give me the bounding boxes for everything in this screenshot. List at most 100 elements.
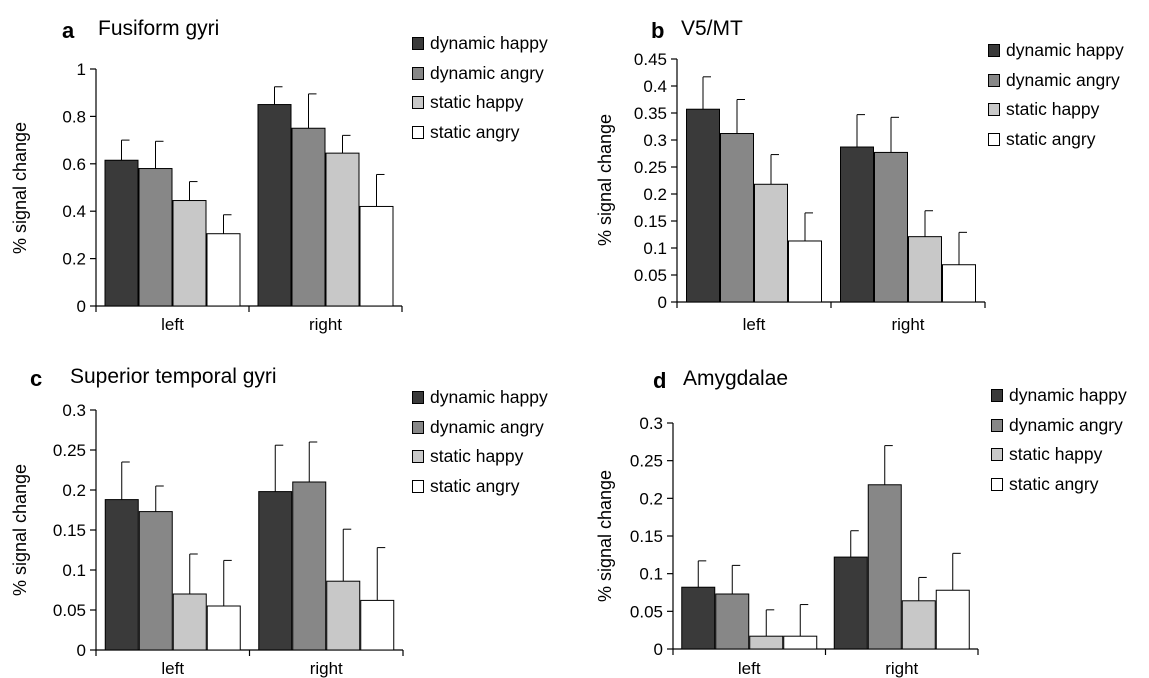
legend: dynamic happy dynamic angry static happy st… — [988, 36, 1124, 154]
legend-item: static happy — [412, 88, 548, 118]
bar — [867, 484, 902, 650]
y-tick-label: 0.6 — [62, 155, 86, 174]
bar — [258, 491, 293, 651]
y-tick-label: 0.8 — [62, 107, 86, 126]
panel-letter: c — [30, 366, 43, 391]
legend: dynamic happy dynamic angry static happy st… — [412, 29, 548, 147]
panel-title: Fusiform gyri — [98, 17, 220, 40]
y-tick-label: 0.05 — [634, 266, 667, 285]
panel-letter: a — [62, 18, 75, 43]
bar — [874, 151, 908, 303]
y-axis-label: % signal change — [10, 122, 30, 254]
panel-a: a Fusiform gyri dynamic happy dynamic ang… — [0, 0, 580, 340]
y-tick-label: 0.15 — [634, 212, 667, 231]
bar — [901, 600, 936, 650]
panel-d: d Amygdalae dynamic happy dynamic angry st… — [585, 340, 1149, 678]
legend-swatch — [991, 418, 1003, 432]
panel-c: c Superior temporal gyri dynamic happy dy… — [0, 340, 580, 678]
bar — [359, 205, 394, 307]
legend-swatch — [412, 450, 424, 464]
legend-label: static angry — [430, 475, 520, 496]
legend-label: dynamic happy — [430, 33, 548, 54]
bar — [754, 183, 788, 303]
bar — [206, 233, 241, 307]
legend-label: static happy — [430, 92, 524, 113]
bar — [715, 593, 750, 650]
y-tick-label: 0 — [654, 640, 663, 659]
legend-item: dynamic happy — [412, 29, 548, 59]
panel-letter: d — [653, 368, 667, 393]
panel-letter: b — [651, 18, 665, 43]
bar — [172, 200, 207, 307]
y-axis-label: % signal change — [595, 114, 615, 246]
x-tick-label: right — [310, 659, 343, 678]
legend-item: static happy — [412, 442, 548, 472]
bar — [788, 240, 822, 303]
legend-label: static angry — [430, 121, 520, 142]
legend-item: dynamic angry — [991, 411, 1127, 441]
y-tick-label: 0.05 — [53, 601, 86, 620]
y-tick-label: 0.1 — [62, 561, 86, 580]
legend-label: static angry — [1009, 473, 1099, 494]
y-tick-label: 0.1 — [639, 565, 663, 584]
legend-swatch — [412, 96, 424, 110]
legend-label: static happy — [1009, 444, 1103, 465]
y-tick-label: 0.2 — [62, 481, 86, 500]
x-tick-label: left — [161, 659, 184, 678]
legend-label: dynamic happy — [1006, 40, 1124, 61]
bar — [257, 104, 292, 307]
legend-label: dynamic angry — [430, 62, 544, 83]
panel-title: Superior temporal gyri — [70, 365, 277, 388]
legend-item: static happy — [991, 440, 1127, 470]
y-tick-label: 0.45 — [634, 50, 667, 69]
y-tick-label: 0.2 — [62, 250, 86, 269]
legend-swatch — [412, 391, 424, 405]
legend-swatch — [988, 132, 1000, 146]
legend-label: dynamic angry — [430, 416, 544, 437]
legend-swatch — [991, 477, 1003, 491]
panel-title: Amygdalae — [683, 367, 789, 390]
y-tick-label: 0 — [77, 641, 86, 660]
bar — [942, 264, 976, 303]
y-tick-label: 0.3 — [639, 414, 663, 433]
y-tick-label: 0 — [658, 293, 667, 312]
x-tick-label: right — [885, 659, 918, 678]
legend-swatch — [412, 66, 424, 80]
y-tick-label: 0.35 — [634, 104, 667, 123]
bar — [360, 599, 395, 651]
bar — [138, 511, 173, 651]
x-tick-label: left — [738, 659, 761, 678]
bar — [935, 589, 970, 650]
legend-swatch — [412, 37, 424, 51]
bar — [206, 605, 241, 651]
legend-swatch — [991, 389, 1003, 403]
bar — [908, 236, 942, 303]
y-tick-label: 0.1 — [643, 239, 667, 258]
y-tick-label: 1 — [77, 60, 86, 79]
x-tick-label: right — [891, 315, 924, 334]
legend-item: dynamic happy — [988, 36, 1124, 66]
y-tick-label: 0.4 — [62, 202, 86, 221]
legend-item: dynamic angry — [412, 59, 548, 89]
legend-item: dynamic angry — [988, 66, 1124, 96]
bar — [104, 159, 139, 307]
legend-item: static angry — [412, 118, 548, 148]
y-axis-label: % signal change — [10, 464, 30, 596]
legend-swatch — [988, 44, 1000, 58]
legend-item: static happy — [988, 95, 1124, 125]
bar — [840, 146, 874, 303]
y-tick-label: 0.3 — [643, 131, 667, 150]
y-tick-label: 0.25 — [634, 158, 667, 177]
legend-label: static happy — [430, 446, 524, 467]
y-tick-label: 0.15 — [53, 521, 86, 540]
legend-item: static angry — [991, 470, 1127, 500]
legend-swatch — [412, 125, 424, 139]
bar — [681, 586, 716, 650]
panel-b: b V5/MT dynamic happy dynamic angry static… — [585, 0, 1149, 340]
legend-item: dynamic angry — [412, 413, 548, 443]
bar — [292, 481, 327, 651]
legend-item: static angry — [412, 472, 548, 502]
bar — [833, 556, 868, 650]
y-tick-label: 0.25 — [630, 452, 663, 471]
bar — [749, 635, 784, 650]
